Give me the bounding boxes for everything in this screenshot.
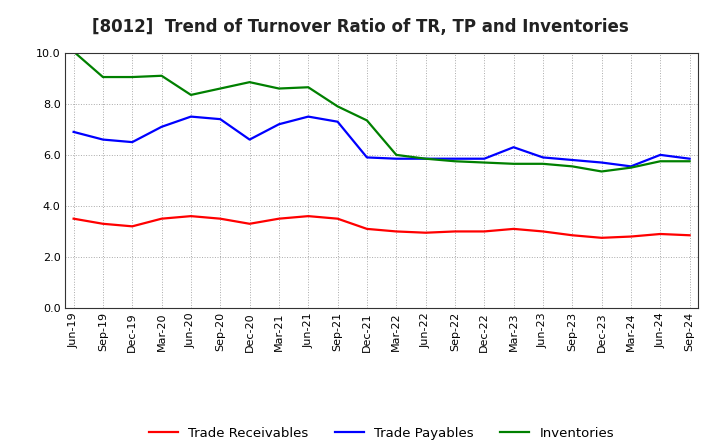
Inventories	[99, 74, 107, 80]
Trade Receivables	[304, 213, 312, 219]
Inventories	[333, 104, 342, 109]
Inventories	[626, 165, 635, 170]
Inventories	[304, 84, 312, 90]
Trade Payables	[333, 119, 342, 125]
Trade Payables	[539, 155, 547, 160]
Trade Payables	[157, 124, 166, 129]
Trade Receivables	[157, 216, 166, 221]
Trade Receivables	[685, 233, 694, 238]
Trade Payables	[451, 156, 459, 161]
Trade Receivables	[598, 235, 606, 240]
Inventories	[509, 161, 518, 166]
Trade Payables	[656, 152, 665, 158]
Trade Payables	[186, 114, 195, 119]
Trade Payables	[246, 137, 254, 142]
Trade Receivables	[656, 231, 665, 237]
Trade Payables	[509, 145, 518, 150]
Inventories	[128, 74, 137, 80]
Trade Receivables	[392, 229, 400, 234]
Inventories	[363, 118, 372, 123]
Trade Payables	[392, 156, 400, 161]
Legend: Trade Receivables, Trade Payables, Inventories: Trade Receivables, Trade Payables, Inven…	[143, 422, 620, 440]
Trade Payables	[274, 121, 283, 127]
Inventories	[685, 159, 694, 164]
Trade Receivables	[274, 216, 283, 221]
Trade Payables	[480, 156, 489, 161]
Trade Payables	[421, 156, 430, 161]
Trade Payables	[568, 158, 577, 163]
Trade Receivables	[509, 226, 518, 231]
Line: Trade Payables: Trade Payables	[73, 117, 690, 166]
Trade Payables	[363, 155, 372, 160]
Trade Receivables	[626, 234, 635, 239]
Inventories	[392, 152, 400, 158]
Inventories	[598, 169, 606, 174]
Inventories	[216, 86, 225, 91]
Inventories	[69, 49, 78, 54]
Inventories	[246, 80, 254, 85]
Trade Payables	[128, 139, 137, 145]
Trade Receivables	[69, 216, 78, 221]
Trade Receivables	[363, 226, 372, 231]
Trade Payables	[69, 129, 78, 135]
Trade Receivables	[99, 221, 107, 227]
Trade Receivables	[451, 229, 459, 234]
Trade Payables	[626, 164, 635, 169]
Trade Receivables	[539, 229, 547, 234]
Inventories	[421, 156, 430, 161]
Inventories	[274, 86, 283, 91]
Text: [8012]  Trend of Turnover Ratio of TR, TP and Inventories: [8012] Trend of Turnover Ratio of TR, TP…	[91, 18, 629, 36]
Inventories	[186, 92, 195, 98]
Inventories	[480, 160, 489, 165]
Trade Receivables	[128, 224, 137, 229]
Trade Receivables	[480, 229, 489, 234]
Trade Payables	[304, 114, 312, 119]
Inventories	[568, 164, 577, 169]
Trade Receivables	[186, 213, 195, 219]
Line: Trade Receivables: Trade Receivables	[73, 216, 690, 238]
Line: Inventories: Inventories	[73, 51, 690, 172]
Inventories	[539, 161, 547, 166]
Trade Receivables	[421, 230, 430, 235]
Trade Payables	[216, 117, 225, 122]
Trade Receivables	[216, 216, 225, 221]
Inventories	[656, 159, 665, 164]
Trade Receivables	[568, 233, 577, 238]
Inventories	[451, 159, 459, 164]
Trade Payables	[99, 137, 107, 142]
Inventories	[157, 73, 166, 78]
Trade Receivables	[246, 221, 254, 227]
Trade Payables	[685, 156, 694, 161]
Trade Receivables	[333, 216, 342, 221]
Trade Payables	[598, 160, 606, 165]
